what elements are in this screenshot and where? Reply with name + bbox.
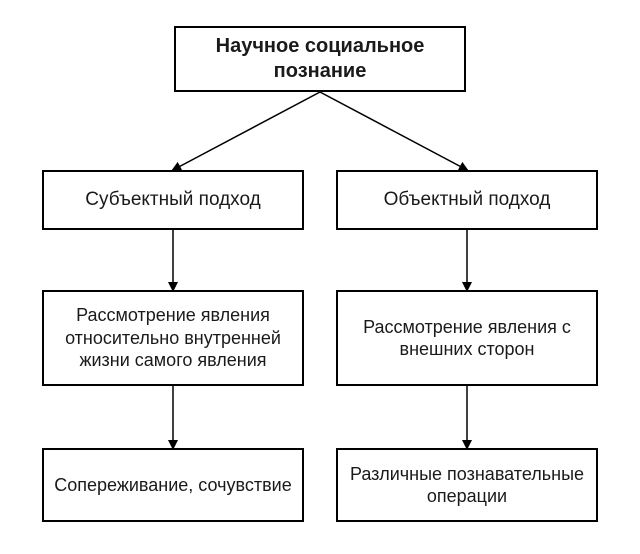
node-left2-label: Рассмотрение явления относительно внутре… <box>52 304 294 372</box>
node-left3-label: Сопереживание, сочувствие <box>54 474 292 497</box>
node-root-label: Научное социальное познание <box>184 34 456 84</box>
node-left1: Субъектный подход <box>42 170 304 230</box>
node-root: Научное социальное познание <box>174 26 466 92</box>
node-right2: Рассмотрение явления с внешних сторон <box>336 290 598 386</box>
node-right3-label: Различные познавательные операции <box>346 463 588 508</box>
node-right3: Различные познавательные операции <box>336 448 598 522</box>
node-right1-label: Объектный подход <box>384 188 551 212</box>
node-left1-label: Субъектный подход <box>85 188 260 212</box>
node-right1: Объектный подход <box>336 170 598 230</box>
node-left3: Сопереживание, сочувствие <box>42 448 304 522</box>
node-right2-label: Рассмотрение явления с внешних сторон <box>346 316 588 361</box>
node-left2: Рассмотрение явления относительно внутре… <box>42 290 304 386</box>
diagram-canvas: Научное социальное познание Субъектный п… <box>0 0 640 554</box>
